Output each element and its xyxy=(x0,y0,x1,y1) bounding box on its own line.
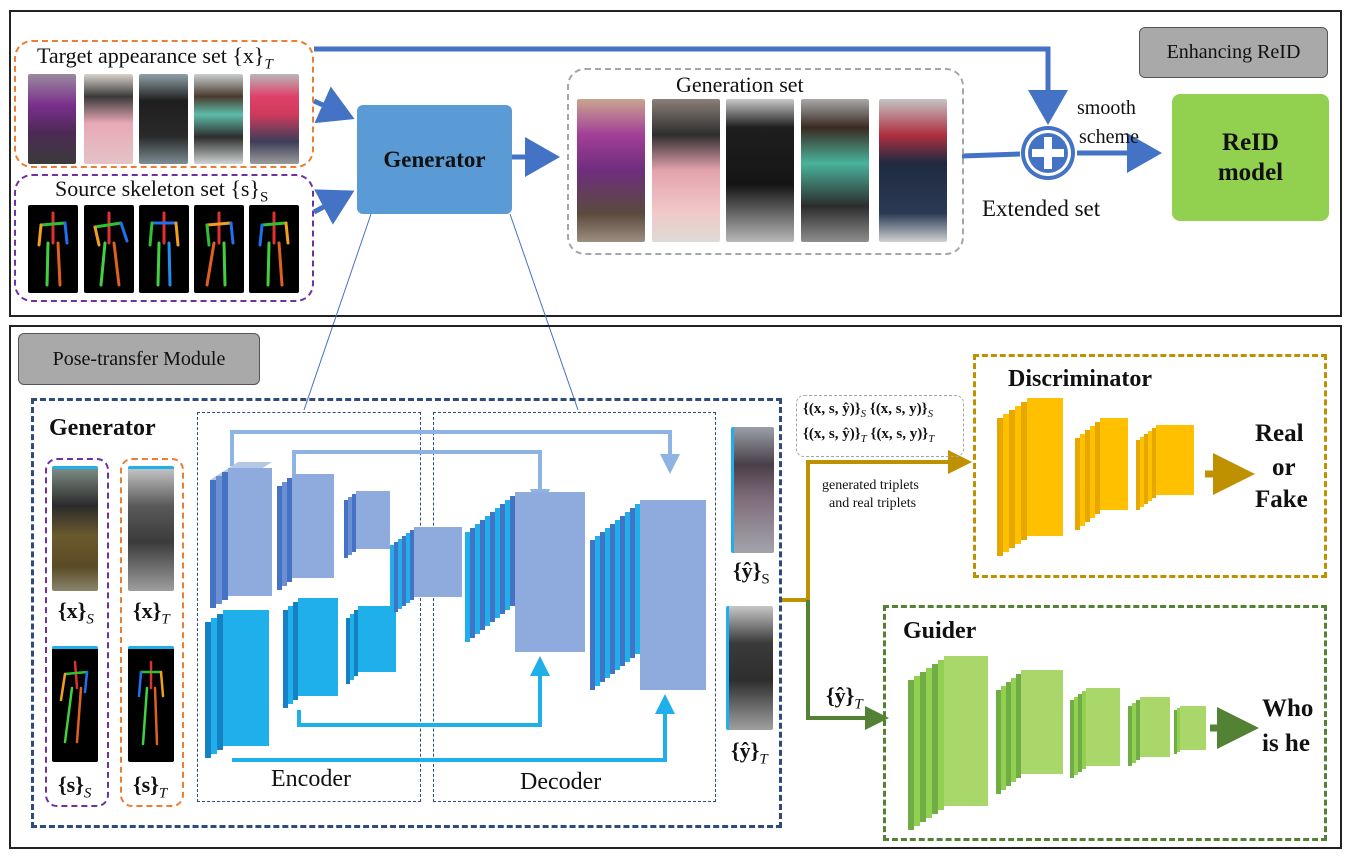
target-person-thumb-5 xyxy=(250,74,299,164)
smooth-label: smooth xyxy=(1077,97,1136,119)
generated-person-thumb-2 xyxy=(652,99,720,242)
target-inputs-column xyxy=(120,458,184,807)
encoder-top-stacks xyxy=(210,462,390,608)
target-appearance-set-box xyxy=(14,40,314,168)
pose-transfer-panel xyxy=(9,325,1342,849)
generation-set-box xyxy=(567,68,964,255)
s-t-label: {s}T xyxy=(133,772,168,802)
who-label: Who xyxy=(1262,695,1314,722)
encoder-label: Encoder xyxy=(271,766,351,792)
extended-set-label: Extended set xyxy=(982,196,1101,221)
triplets-box xyxy=(796,395,964,457)
encoder-frame xyxy=(197,412,421,802)
enhancing-reid-tag: Enhancing ReID xyxy=(1139,27,1328,78)
generated-person-thumb-1 xyxy=(577,99,645,242)
x-s-label: {x}S xyxy=(58,598,94,628)
yhat-t-label: {ŷ}T xyxy=(731,738,768,768)
scheme-label: scheme xyxy=(1079,126,1139,148)
pose-transfer-tag: Pose-transfer Module xyxy=(18,333,260,385)
generated-person-thumb-5 xyxy=(879,99,947,242)
decoder-stack-2 xyxy=(590,500,706,690)
source-skeleton-set-label: Source skeleton set {s}S xyxy=(55,176,269,206)
decoder-frame xyxy=(433,412,716,802)
guider-stacks xyxy=(908,656,1206,830)
generator-label-top: Generator xyxy=(383,146,486,172)
triplets-line-2: {(x, s, ŷ)}T {(x, s, y)}T xyxy=(803,426,935,445)
or-label: or xyxy=(1272,454,1296,481)
reid-label-1: ReID xyxy=(1222,128,1279,156)
real-label: Real xyxy=(1255,420,1304,447)
encoder-bottom-stacks xyxy=(205,598,396,758)
yhat-s-label: {ŷ}S xyxy=(733,558,770,588)
output-yhat-s-thumb xyxy=(731,427,774,553)
input-x-t-thumb xyxy=(128,466,174,591)
guider-frame xyxy=(883,605,1327,841)
reid-label-2: model xyxy=(1217,158,1284,186)
pose-transfer-tag-label: Pose-transfer Module xyxy=(52,347,226,370)
target-person-thumb-3 xyxy=(139,74,188,164)
skeleton-figures xyxy=(37,211,290,287)
real-triplets-label: and real triplets xyxy=(829,496,917,511)
discriminator-title: Discriminator xyxy=(1008,366,1152,392)
bottleneck-stack xyxy=(390,527,462,615)
x-t-label: {x}T xyxy=(133,598,170,628)
yhat-t-branch-label: {ŷ}T xyxy=(826,683,863,713)
target-appearance-set-label: Target appearance set {x}T xyxy=(37,43,273,73)
source-skeleton-set-box xyxy=(14,174,314,302)
generated-person-thumb-3 xyxy=(726,99,794,242)
plus-circle-icon xyxy=(1021,126,1075,180)
target-person-thumb-2 xyxy=(84,74,133,164)
generator-frame xyxy=(31,398,782,828)
target-person-thumb-1 xyxy=(28,74,76,164)
source-inputs-column xyxy=(45,458,109,807)
enhancing-reid-panel xyxy=(9,10,1342,317)
triplets-line-1: {(x, s, ŷ)}S {(x, s, y)}S xyxy=(803,401,934,420)
decoder-stack-1 xyxy=(465,492,585,652)
input-x-s-thumb xyxy=(52,466,98,591)
decoder-label: Decoder xyxy=(520,769,602,795)
output-yhat-t-thumb xyxy=(726,606,773,730)
reid-model-box: ReID model xyxy=(1172,94,1329,221)
enhancing-reid-tag-label: Enhancing ReID xyxy=(1166,41,1301,63)
s-s-label: {s}S xyxy=(58,772,92,802)
generator-title: Generator xyxy=(49,415,156,441)
discriminator-stacks xyxy=(997,398,1194,556)
is-he-label: is he xyxy=(1262,730,1310,757)
generated-triplets-label: generated triplets xyxy=(822,478,919,493)
generated-person-thumb-4 xyxy=(801,99,869,242)
guider-title: Guider xyxy=(903,618,977,644)
fake-label: Fake xyxy=(1255,486,1308,513)
target-person-thumb-4 xyxy=(194,74,243,164)
generator-box-top: Generator xyxy=(357,105,512,214)
generation-set-label: Generation set xyxy=(676,72,804,97)
discriminator-frame xyxy=(973,354,1327,578)
